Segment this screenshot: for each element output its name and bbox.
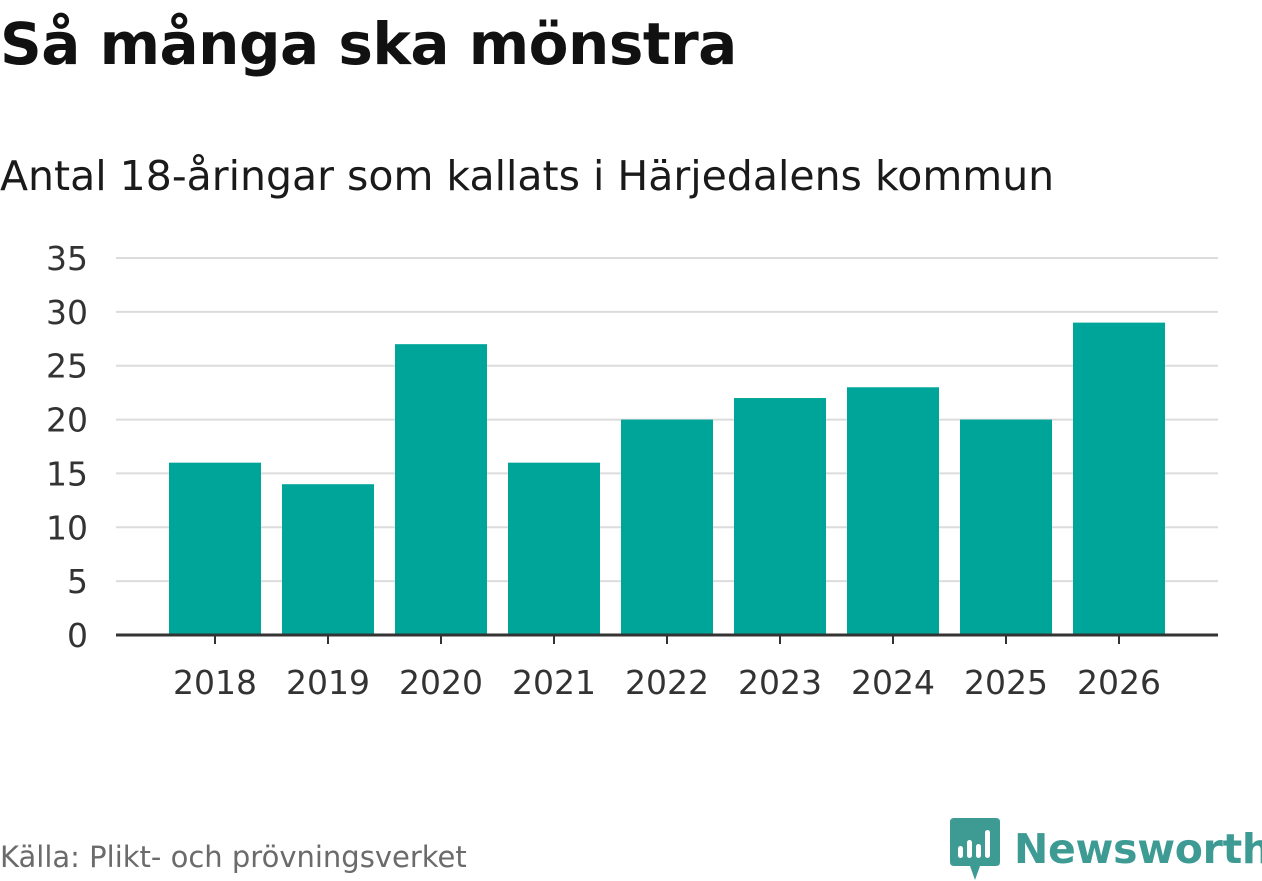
- newsworthy-logo-icon: [950, 818, 1000, 880]
- bar-2019: [282, 484, 374, 635]
- y-tick-label: 25: [46, 347, 88, 386]
- bar-2021: [508, 462, 600, 635]
- bar-2023: [734, 398, 826, 635]
- x-tick-label: 2020: [399, 663, 483, 702]
- y-tick-label: 5: [67, 562, 88, 601]
- bars: [169, 322, 1165, 635]
- x-tick-label: 2025: [964, 663, 1048, 702]
- y-tick-label: 35: [46, 239, 88, 278]
- x-tick-label: 2024: [851, 663, 935, 702]
- y-tick-label: 0: [67, 616, 88, 655]
- x-tick-label: 2026: [1077, 663, 1161, 702]
- y-tick-label: 15: [46, 454, 88, 493]
- y-tick-label: 20: [46, 401, 88, 440]
- bar-2024: [847, 387, 939, 635]
- x-tick-label: 2019: [286, 663, 370, 702]
- chart-subtitle: Antal 18-åringar som kallats i Härjedale…: [0, 152, 1055, 200]
- bar-2025: [960, 419, 1052, 635]
- x-tick-label: 2018: [173, 663, 257, 702]
- x-tick-label: 2023: [738, 663, 822, 702]
- y-tick-label: 10: [46, 508, 88, 547]
- x-tick-label: 2022: [625, 663, 709, 702]
- bar-2026: [1073, 322, 1165, 635]
- y-axis-ticks: 0 5 10 15 20 25 30 35: [46, 239, 88, 655]
- chart-title: Så många ska mönstra: [0, 10, 737, 78]
- source-note: Källa: Plikt- och prövningsverket: [0, 840, 467, 874]
- brand-name: Newsworthy: [1014, 825, 1262, 873]
- bar-2018: [169, 462, 261, 635]
- brand-logo-group[interactable]: Newsworthy: [950, 817, 1262, 881]
- bar-2022: [621, 419, 713, 635]
- y-tick-label: 30: [46, 293, 88, 332]
- x-axis-ticks: 2018 2019 2020 2021 2022 2023 2024 2025 2026: [173, 635, 1161, 702]
- x-tick-label: 2021: [512, 663, 596, 702]
- bar-2020: [395, 344, 487, 635]
